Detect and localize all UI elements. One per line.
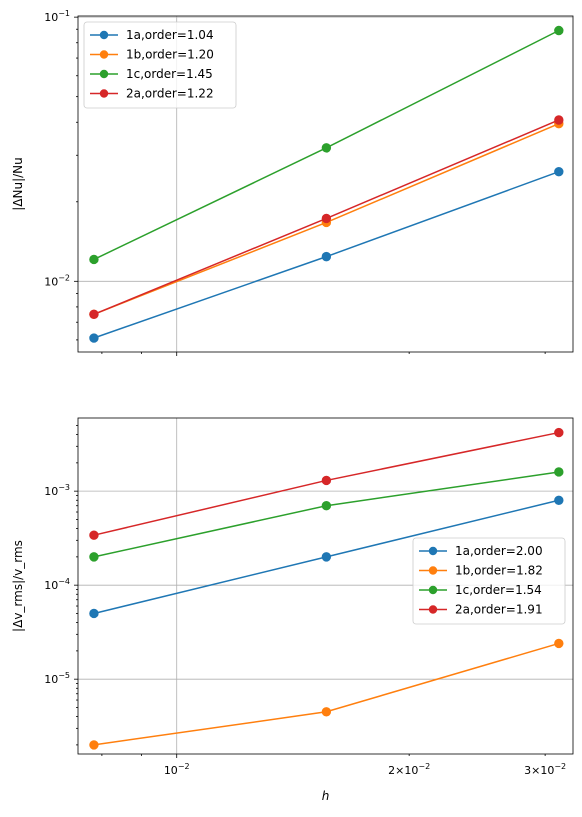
legend-frame: [83, 21, 237, 109]
legend-frame: [412, 537, 566, 625]
y-tick-label-base: 10: [44, 579, 58, 592]
legend-entry-label: 1c,order=1.45: [126, 67, 213, 81]
x-tick-label: 3×10−2: [524, 762, 566, 777]
legend-entry-label: 2a,order=1.91: [455, 603, 543, 617]
y-tick-label: 10−4: [44, 577, 70, 592]
top-panel-nu-error: 10−210−1|ΔNu|/Nu1a,order=1.041b,order=1.…: [11, 9, 574, 356]
legend-swatch-marker-1a,order=1.04: [99, 30, 109, 40]
legend-entry-label: 2a,order=1.22: [126, 87, 214, 101]
y-tick-label-exponent: −2: [58, 273, 70, 282]
x-tick-label-base: 10: [164, 764, 178, 777]
series-point-1a,order=1.04: [554, 166, 564, 177]
series-point-1a,order=2.00: [89, 608, 99, 619]
y-tick-label-exponent: −5: [58, 671, 70, 680]
series-point-1a,order=2.00: [321, 552, 332, 562]
legend: 1a,order=1.04 1b,order=1.20 1c,order=1.45 2…: [83, 21, 237, 109]
series-point-2a,order=1.91: [554, 427, 564, 438]
legend-swatch-marker-2a,order=1.22: [99, 89, 109, 98]
series-point-1c,order=1.45: [89, 254, 99, 265]
y-axis-label: |Δv_rms|/v_rms: [11, 540, 25, 632]
legend-swatch-marker-2a,order=1.91: [428, 605, 438, 614]
series-point-1c,order=1.45: [554, 25, 564, 36]
series-point-1a,order=2.00: [554, 495, 564, 505]
series-point-1b,order=1.82: [554, 638, 564, 649]
legend-entry-label: 1a,order=2.00: [455, 544, 543, 558]
series-point-2a,order=1.91: [321, 475, 332, 486]
series-point-1b,order=1.82: [321, 707, 332, 717]
x-axis-label: h: [322, 789, 330, 803]
y-tick-label-exponent: −1: [58, 9, 70, 18]
y-tick-label-exponent: −3: [58, 483, 70, 492]
y-tick-label-base: 10: [44, 11, 58, 24]
series-point-1c,order=1.54: [89, 552, 99, 562]
y-tick-label: 10−5: [44, 671, 70, 686]
x-tick-label: 10−2: [164, 762, 190, 777]
bottom-panel-vrms-error: 10−510−410−310−2 2×10−2 3×10−2h|Δv_rms|/v_…: [11, 417, 574, 803]
series-point-1c,order=1.54: [554, 467, 564, 477]
series-point-1a,order=1.04: [321, 251, 332, 262]
x-tick-label-exponent: −2: [178, 762, 190, 771]
legend-entry-label: 1a,order=1.04: [126, 28, 214, 42]
legend: 1a,order=2.00 1b,order=1.82 1c,order=1.54 2…: [412, 537, 566, 625]
y-tick-label-base: 10: [44, 275, 58, 288]
legend-swatch-marker-1c,order=1.45: [99, 69, 109, 79]
series-point-1b,order=1.82: [89, 740, 99, 750]
legend-entry-label: 1b,order=1.82: [455, 564, 543, 578]
x-tick-label: 2×10−2: [388, 762, 430, 777]
x-tick-label-exponent: −2: [554, 762, 566, 771]
y-tick-label-base: 10: [44, 673, 58, 686]
axes-frame: [77, 15, 574, 353]
series-point-2a,order=1.91: [89, 530, 99, 540]
axes-frame: [77, 417, 574, 755]
y-tick-label: 10−1: [44, 9, 70, 24]
x-tick-label-base: 2×10: [388, 764, 418, 777]
y-tick-label-exponent: −4: [58, 577, 70, 586]
legend-swatch-marker-1c,order=1.54: [428, 585, 438, 595]
y-tick-label-base: 10: [44, 485, 58, 498]
legend-entry-label: 1b,order=1.20: [126, 48, 214, 62]
legend-swatch-marker-1b,order=1.20: [99, 50, 109, 59]
y-tick-label: 10−3: [44, 483, 70, 498]
series-point-1c,order=1.45: [321, 143, 332, 153]
series-point-1a,order=1.04: [89, 333, 99, 343]
legend-swatch-marker-1b,order=1.82: [428, 566, 438, 575]
series-point-2a,order=1.22: [321, 213, 332, 224]
legend-entry-label: 1c,order=1.54: [455, 583, 542, 597]
y-axis-label: |ΔNu|/Nu: [11, 157, 25, 211]
legend-swatch-marker-1a,order=2.00: [428, 546, 438, 556]
x-tick-label-exponent: −2: [418, 762, 430, 771]
series-point-2a,order=1.22: [89, 309, 99, 320]
series-point-2a,order=1.22: [554, 115, 564, 125]
series-point-1c,order=1.54: [321, 501, 332, 511]
x-tick-label-base: 3×10: [524, 764, 554, 777]
y-tick-label: 10−2: [44, 273, 70, 288]
